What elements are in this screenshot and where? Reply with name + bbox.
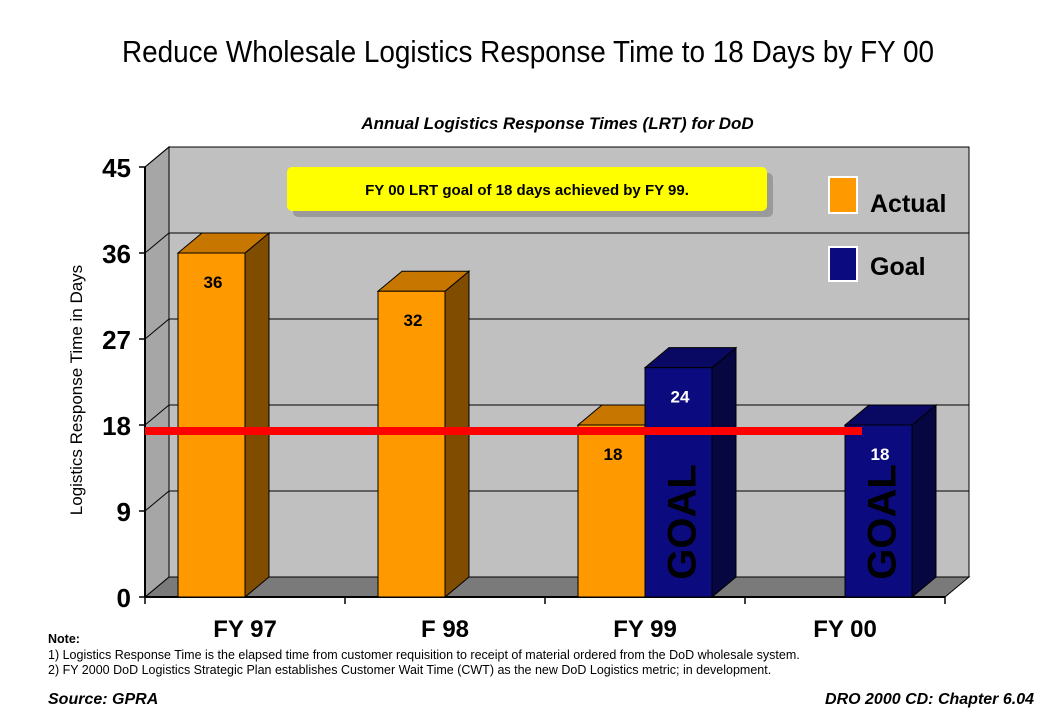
y-tick-label: 0 bbox=[117, 583, 131, 613]
data-label: 32 bbox=[404, 311, 423, 330]
gridline-side bbox=[144, 146, 170, 168]
bar-side-actual bbox=[244, 231, 270, 599]
legend-label-goal: Goal bbox=[870, 253, 926, 281]
notes: Note: 1) Logistics Response Time is the … bbox=[48, 632, 800, 679]
goal-tag: GOAL bbox=[661, 464, 705, 580]
data-label: 18 bbox=[604, 445, 623, 464]
bar-goal bbox=[844, 424, 913, 598]
legend-swatch-goal bbox=[828, 246, 858, 282]
bar-actual bbox=[577, 424, 646, 598]
x-tick-label: F 98 bbox=[421, 616, 469, 643]
source-label: Source: GPRA bbox=[48, 691, 159, 708]
y-tick-label: 27 bbox=[102, 325, 131, 355]
legend-label-actual: Actual bbox=[870, 190, 946, 218]
reference-label: DRO 2000 CD: Chapter 6.04 bbox=[825, 691, 1034, 708]
data-label: 18 bbox=[871, 445, 890, 464]
y-tick-label: 45 bbox=[102, 153, 131, 183]
data-label: 36 bbox=[204, 273, 223, 292]
gridline-side bbox=[144, 232, 170, 254]
gridline-side bbox=[144, 318, 170, 340]
bar-actual bbox=[377, 290, 446, 598]
bar-actual bbox=[177, 252, 246, 598]
gridline-side bbox=[144, 404, 170, 426]
annotation-text: FY 00 LRT goal of 18 days achieved by FY… bbox=[365, 182, 689, 199]
notes-heading: Note: bbox=[48, 632, 80, 646]
bar-goal bbox=[644, 367, 713, 598]
page-title: Reduce Wholesale Logistics Response Time… bbox=[121, 34, 935, 69]
bar-side-goal bbox=[711, 346, 737, 599]
gridline-side bbox=[144, 490, 170, 512]
y-tick-label: 18 bbox=[102, 411, 131, 441]
chart-subtitle: Annual Logistics Response Times (LRT) fo… bbox=[361, 114, 754, 133]
goal-tag: GOAL bbox=[861, 464, 905, 580]
legend-swatch-actual bbox=[828, 176, 858, 214]
chart-side-wall bbox=[144, 145, 170, 599]
annotation-box bbox=[287, 167, 767, 211]
x-tick-label: FY 00 bbox=[813, 616, 877, 643]
x-tick-label: FY 99 bbox=[613, 616, 677, 643]
data-label: 24 bbox=[671, 388, 690, 407]
bar-side-goal bbox=[911, 403, 937, 599]
note-line: 2) FY 2000 DoD Logistics Strategic Plan … bbox=[48, 663, 772, 677]
x-tick-label: FY 97 bbox=[213, 616, 277, 643]
note-line: 1) Logistics Response Time is the elapse… bbox=[48, 647, 800, 662]
y-tick-label: 36 bbox=[102, 239, 131, 269]
y-tick-label: 9 bbox=[117, 497, 131, 527]
